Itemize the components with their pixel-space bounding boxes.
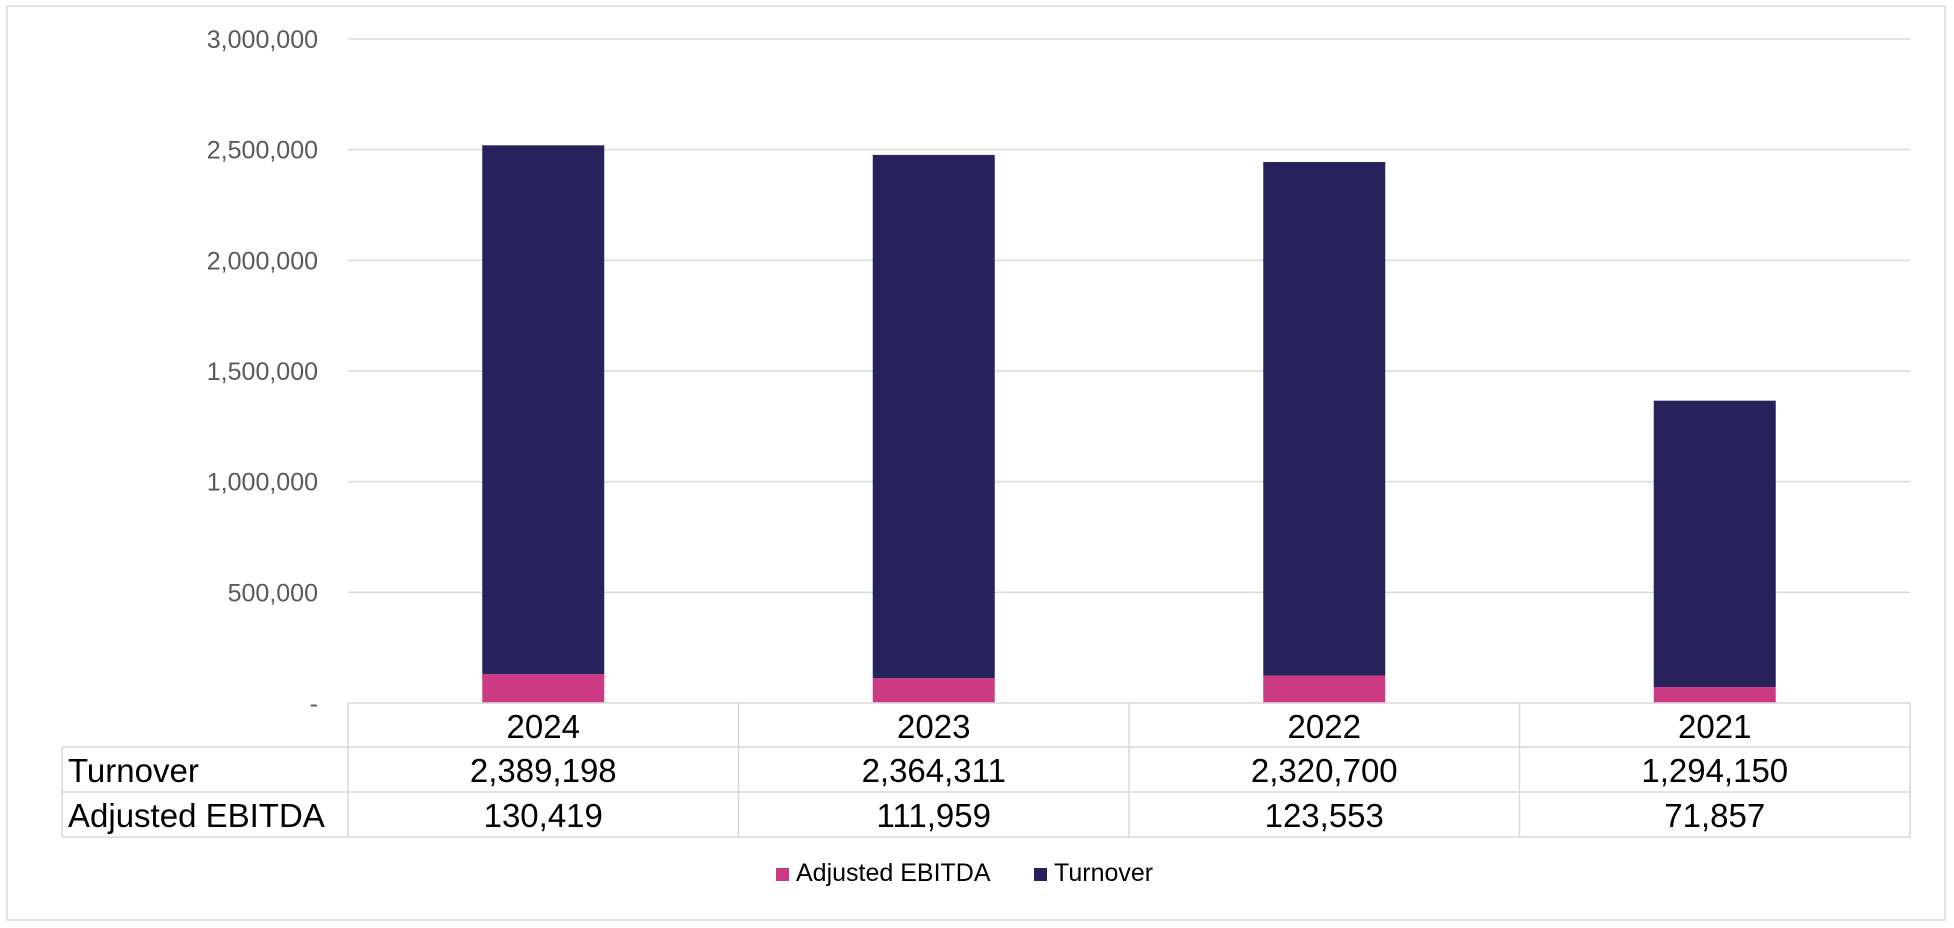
- table-cell-value: 123,553: [1265, 797, 1384, 834]
- y-tick-label: 1,000,000: [207, 469, 318, 497]
- bar-adjusted-ebitda-2024: [482, 674, 605, 703]
- legend-swatch-turnover: [1034, 868, 1047, 881]
- x-category-label: 2022: [1288, 708, 1361, 745]
- table-cell-value: 1,294,150: [1641, 752, 1788, 789]
- x-category-label: 2024: [507, 708, 580, 745]
- y-tick-label: 2,500,000: [207, 137, 318, 165]
- bar-turnover-2023: [872, 154, 995, 679]
- y-tick-label: 1,500,000: [207, 358, 318, 386]
- table-row-label: Adjusted EBITDA: [68, 797, 325, 834]
- table-cell-value: 2,389,198: [470, 752, 617, 789]
- y-tick-label: 2,000,000: [207, 247, 318, 275]
- chart-frame: [6, 5, 1946, 921]
- y-tick-label: 3,000,000: [207, 26, 318, 54]
- y-tick-label: 500,000: [228, 579, 318, 607]
- table-cell-value: 2,364,311: [862, 752, 1006, 789]
- bar-adjusted-ebitda-2021: [1653, 687, 1776, 703]
- legend-label: Adjusted EBITDA: [796, 859, 991, 887]
- table-cell-value: 71,857: [1664, 797, 1765, 834]
- bar-adjusted-ebitda-2023: [872, 678, 995, 703]
- bar-adjusted-ebitda-2022: [1263, 675, 1386, 703]
- table-cell-value: 2,320,700: [1251, 752, 1398, 789]
- bar-turnover-2021: [1653, 400, 1776, 688]
- x-category-label: 2021: [1678, 708, 1751, 745]
- legend-swatch-adjusted-ebitda: [776, 868, 789, 881]
- bar-turnover-2022: [1263, 162, 1386, 676]
- x-category-label: 2023: [897, 708, 970, 745]
- table-row-label: Turnover: [68, 752, 199, 789]
- bar-turnover-2024: [482, 145, 605, 675]
- table-cell-value: 130,419: [484, 797, 603, 834]
- y-tick-label: -: [310, 690, 318, 718]
- legend-label: Turnover: [1054, 859, 1153, 887]
- table-cell-value: 111,959: [877, 797, 991, 834]
